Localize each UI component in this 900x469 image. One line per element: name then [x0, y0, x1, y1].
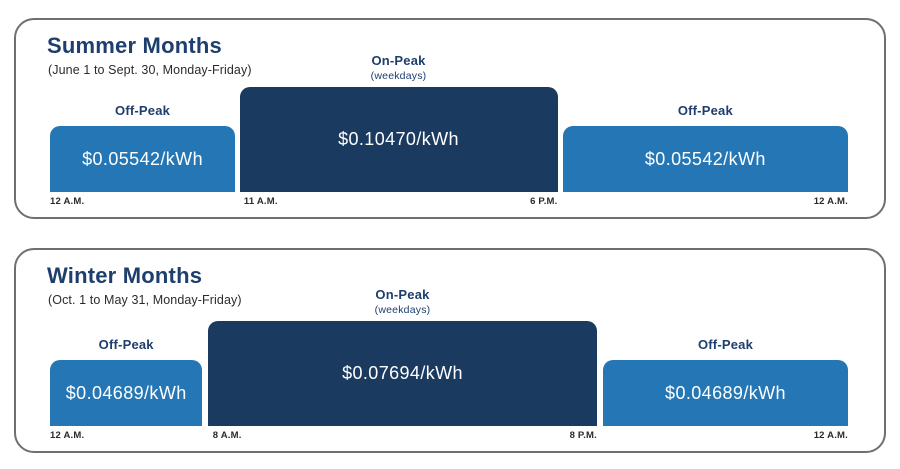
off-peak-bar-morning: Off-Peak $0.05542/kWh: [50, 103, 236, 192]
on-peak-rate-value: $0.07694/kWh: [342, 363, 463, 383]
time-tick: 12 A.M.: [813, 430, 848, 441]
off-peak-label: Off-Peak: [697, 337, 754, 353]
on-peak-bar: On-Peak (weekdays) $0.07694/kWh: [208, 287, 598, 426]
off-peak-bar-evening: Off-Peak $0.04689/kWh: [603, 337, 848, 426]
time-tick: 6 P.M.: [530, 196, 558, 207]
off-peak-rate-value: $0.04689/kWh: [65, 382, 187, 403]
time-tick: 12 A.M.: [813, 196, 848, 207]
on-peak-bar: On-Peak (weekdays) $0.10470/kWh: [239, 53, 558, 192]
on-peak-label: On-Peak (weekdays): [240, 53, 558, 87]
rate-timeline: Off-Peak $0.05542/kWh On-Peak (weekdays)…: [50, 53, 848, 212]
on-peak-label-text: On-Peak: [375, 287, 430, 302]
time-tick: 8 A.M.: [212, 430, 242, 441]
on-peak-sublabel: (weekdays): [374, 303, 431, 316]
off-peak-rate-value: $0.04689/kWh: [665, 382, 786, 403]
on-peak-label: On-Peak (weekdays): [208, 287, 597, 321]
time-tick: 12 A.M.: [50, 430, 85, 441]
panel-subtitle: (June 1 to Sept. 30, Monday-Friday): [48, 63, 252, 77]
on-peak-sublabel: (weekdays): [370, 69, 427, 82]
time-tick: 8 P.M.: [569, 430, 598, 441]
panel-title: Summer Months: [47, 33, 222, 58]
off-peak-rate-value: $0.05542/kWh: [82, 148, 203, 169]
off-peak-bar-morning: Off-Peak $0.04689/kWh: [50, 337, 203, 426]
off-peak-label: Off-Peak: [677, 103, 733, 119]
off-peak-label: Off-Peak: [98, 337, 154, 353]
on-peak-rate-value: $0.10470/kWh: [338, 129, 459, 149]
off-peak-bar-evening: Off-Peak $0.05542/kWh: [562, 103, 848, 192]
off-peak-rate-value: $0.05542/kWh: [644, 148, 766, 169]
time-axis: 12 A.M. 11 A.M. 6 P.M. 12 A.M.: [50, 196, 848, 212]
winter-rates-panel: Winter Months (Oct. 1 to May 31, Monday-…: [14, 248, 886, 453]
panel-subtitle: (Oct. 1 to May 31, Monday-Friday): [48, 293, 242, 307]
rate-bars: Off-Peak $0.04689/kWh On-Peak (weekdays)…: [50, 287, 848, 426]
off-peak-label: Off-Peak: [115, 103, 171, 119]
time-tick: 12 A.M.: [50, 196, 85, 207]
summer-rates-panel: Summer Months (June 1 to Sept. 30, Monda…: [14, 18, 886, 219]
panel-title: Winter Months: [47, 263, 203, 288]
time-axis: 12 A.M. 8 A.M. 8 P.M. 12 A.M.: [50, 430, 848, 446]
on-peak-label-text: On-Peak: [371, 53, 426, 68]
rate-timeline: Off-Peak $0.04689/kWh On-Peak (weekdays)…: [50, 287, 848, 446]
rate-bars: Off-Peak $0.05542/kWh On-Peak (weekdays)…: [50, 53, 848, 192]
time-tick: 11 A.M.: [243, 196, 278, 207]
